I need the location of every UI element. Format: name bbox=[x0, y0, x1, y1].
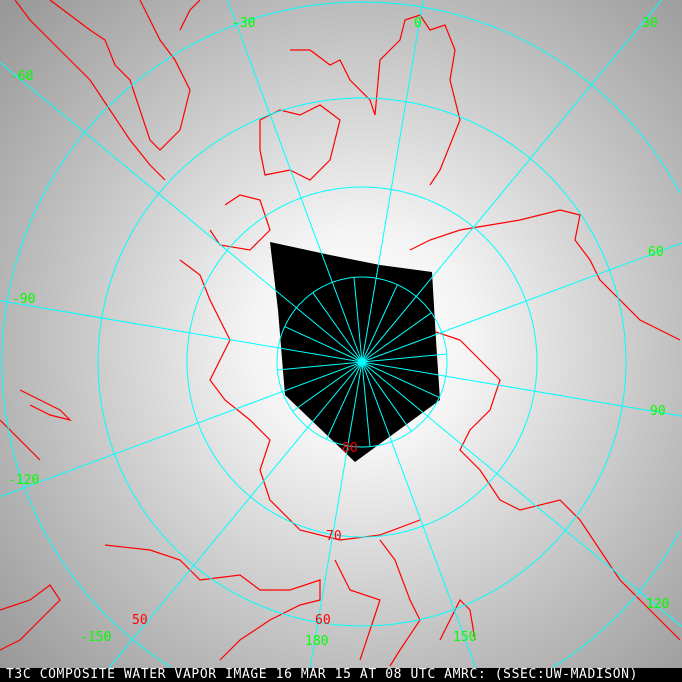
meridian-line bbox=[284, 326, 363, 363]
meridian-line bbox=[0, 361, 363, 498]
longitude-label: 150 bbox=[453, 630, 476, 645]
meridian-line bbox=[353, 277, 363, 363]
meridian-line bbox=[361, 361, 682, 417]
latitude-circle-80 bbox=[276, 276, 448, 448]
meridian-line bbox=[361, 361, 412, 432]
meridian-line bbox=[226, 0, 363, 363]
latitude-label: 50 bbox=[132, 613, 148, 628]
meridian-line bbox=[361, 312, 432, 363]
longitude-label: -150 bbox=[80, 630, 111, 645]
latitude-circle-70 bbox=[186, 186, 538, 538]
graticule bbox=[0, 0, 682, 668]
meridian-line bbox=[292, 361, 363, 412]
meridian-line bbox=[361, 353, 447, 363]
meridian-line bbox=[108, 361, 363, 668]
meridian-line bbox=[309, 361, 363, 668]
meridian-line bbox=[361, 361, 440, 398]
latitude-circle-50 bbox=[552, 530, 681, 668]
meridian-line bbox=[361, 361, 477, 668]
meridian-line bbox=[361, 0, 424, 363]
longitude-label: -120 bbox=[8, 473, 39, 488]
meridian-line bbox=[0, 62, 363, 363]
meridian-line bbox=[361, 0, 662, 363]
longitude-label: 180 bbox=[305, 634, 328, 649]
map-overlay: -30 0 30 -60 60 -90 90 -120 120 150 180 -150 80 70 60 5… bbox=[0, 0, 682, 668]
longitude-label: 0 bbox=[414, 16, 422, 31]
longitude-label: 30 bbox=[642, 16, 658, 31]
meridian-line bbox=[326, 361, 363, 440]
longitude-label: 120 bbox=[646, 597, 669, 612]
latitude-label: 60 bbox=[315, 613, 331, 628]
longitude-label: 90 bbox=[650, 404, 666, 419]
longitude-label: -90 bbox=[12, 292, 35, 307]
latitude-label: 70 bbox=[326, 529, 342, 544]
latitude-circle-60 bbox=[97, 97, 627, 627]
longitude-label: -60 bbox=[10, 69, 33, 84]
longitude-label: 60 bbox=[648, 245, 664, 260]
meridian-line bbox=[361, 242, 682, 363]
meridian-line bbox=[277, 361, 363, 371]
latitude-label: 80 bbox=[342, 441, 358, 456]
longitude-label: -30 bbox=[232, 16, 255, 31]
meridian-line bbox=[0, 300, 363, 363]
image-caption: T3C COMPOSITE WATER VAPOR IMAGE 16 MAR 1… bbox=[0, 668, 682, 682]
coastlines bbox=[0, 0, 681, 667]
meridian-line bbox=[361, 361, 371, 447]
meridian-line bbox=[361, 284, 398, 363]
meridian-line bbox=[361, 361, 682, 628]
meridian-line bbox=[312, 292, 363, 363]
latitude-circle-50 bbox=[1, 1, 681, 668]
